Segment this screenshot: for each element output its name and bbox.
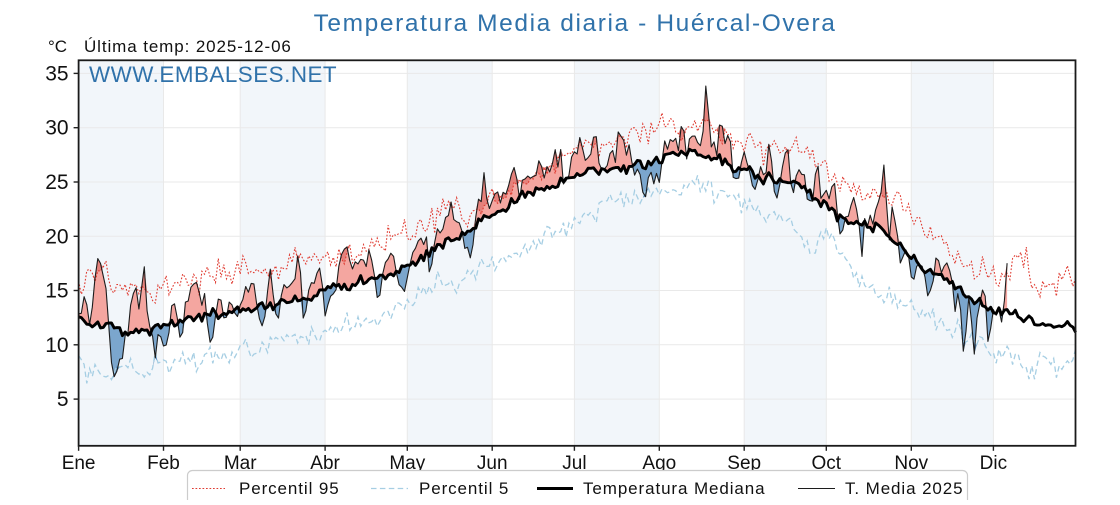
- svg-text:T. Media 2025: T. Media 2025: [845, 479, 964, 498]
- svg-text:Oct: Oct: [812, 453, 842, 474]
- svg-text:15: 15: [45, 280, 68, 303]
- svg-text:30: 30: [45, 117, 68, 140]
- svg-text:5: 5: [57, 388, 69, 411]
- svg-text:Última temp: 2025-12-06: Última temp: 2025-12-06: [84, 37, 292, 56]
- svg-text:Jul: Jul: [562, 453, 586, 474]
- svg-text:Ene: Ene: [62, 453, 96, 474]
- svg-text:Nov: Nov: [894, 453, 928, 474]
- svg-text:Ago: Ago: [642, 453, 676, 474]
- svg-text:Sep: Sep: [727, 453, 761, 474]
- svg-text:Mar: Mar: [224, 453, 257, 474]
- svg-text:°C: °C: [48, 37, 67, 56]
- svg-text:Temperatura Media diaria - Hué: Temperatura Media diaria - Huércal-Overa: [314, 10, 837, 37]
- svg-text:Percentil 5: Percentil 5: [419, 479, 509, 498]
- svg-text:Temperatura Mediana: Temperatura Mediana: [583, 479, 765, 498]
- svg-text:May: May: [389, 453, 425, 474]
- svg-text:20: 20: [45, 225, 68, 248]
- svg-text:35: 35: [45, 62, 68, 85]
- svg-text:Dic: Dic: [980, 453, 1007, 474]
- svg-text:10: 10: [45, 334, 68, 357]
- svg-text:Jun: Jun: [477, 453, 508, 474]
- svg-text:Abr: Abr: [310, 453, 340, 474]
- svg-text:Percentil 95: Percentil 95: [239, 479, 340, 498]
- svg-text:WWW.EMBALSES.NET: WWW.EMBALSES.NET: [89, 62, 337, 87]
- svg-text:25: 25: [45, 171, 68, 194]
- svg-text:Feb: Feb: [147, 453, 180, 474]
